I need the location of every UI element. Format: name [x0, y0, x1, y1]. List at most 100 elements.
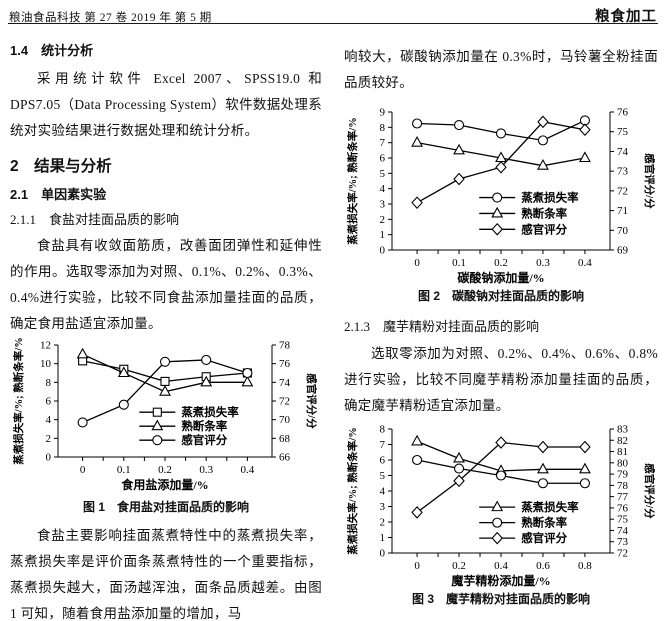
svg-text:74: 74 — [617, 146, 629, 158]
svg-text:81: 81 — [617, 446, 628, 458]
paragraph-konjac-intro: 选取零添加为对照、0.2%、0.4%、0.6%、0.8%进行实验，比较不同魔芋精… — [344, 346, 658, 413]
svg-text:0.3: 0.3 — [536, 257, 550, 269]
svg-text:熟断条率: 熟断条率 — [181, 419, 227, 433]
svg-text:4: 4 — [380, 486, 386, 498]
svg-text:蒸煮损失率: 蒸煮损失率 — [181, 405, 239, 419]
svg-text:66: 66 — [279, 452, 291, 464]
svg-text:0.2: 0.2 — [158, 464, 172, 476]
header-divider — [8, 23, 658, 24]
svg-text:5: 5 — [380, 168, 386, 180]
figure-2-caption: 图 2 碳酸钠对挂面品质的影响 — [417, 289, 584, 303]
svg-text:4: 4 — [46, 414, 52, 426]
svg-text:0.6: 0.6 — [536, 560, 550, 572]
svg-text:74: 74 — [617, 525, 629, 537]
svg-text:2: 2 — [46, 433, 52, 445]
svg-text:6: 6 — [380, 455, 386, 467]
svg-text:7: 7 — [380, 439, 386, 451]
heading-2-1-single-factor: 2.1 单因素实验 — [10, 187, 107, 202]
svg-text:7: 7 — [380, 137, 386, 149]
svg-text:8: 8 — [46, 377, 52, 389]
svg-text:0.4: 0.4 — [494, 560, 508, 572]
svg-text:感官评分: 感官评分 — [181, 433, 227, 447]
figure-2-chart: 0 1 2 3 4 5 6 7 8 9 69 70 71 72 73 74 75 76 0 0.1 0.2 0.3 0.4 碳… — [344, 104, 658, 288]
svg-text:72: 72 — [617, 548, 628, 560]
svg-text:0: 0 — [380, 245, 386, 257]
svg-text:感官评分/分: 感官评分/分 — [643, 463, 656, 519]
svg-text:蒸煮损失率/%; 熟断条率/%: 蒸煮损失率/%; 熟断条率/% — [12, 337, 25, 464]
svg-text:0.4: 0.4 — [241, 464, 255, 476]
svg-text:3: 3 — [380, 501, 386, 513]
svg-text:76: 76 — [617, 107, 629, 119]
svg-text:70: 70 — [279, 414, 291, 426]
paragraph-statistics: 采用统计软件 Excel 2007、SPSS19.0 和 DPS7.05（Dat… — [10, 71, 322, 138]
svg-text:73: 73 — [617, 536, 629, 548]
svg-text:75: 75 — [617, 126, 629, 138]
svg-text:0.4: 0.4 — [578, 257, 592, 269]
svg-text:0.1: 0.1 — [117, 464, 131, 476]
svg-text:0: 0 — [380, 548, 386, 560]
svg-text:0.1: 0.1 — [452, 257, 466, 269]
svg-text:76: 76 — [617, 502, 629, 514]
left-column: 1.4 统计分析 采用统计软件 Excel 2007、SPSS19.0 和 DP… — [10, 36, 322, 621]
svg-text:6: 6 — [46, 396, 52, 408]
heading-2-1-3-konjac: 2.1.3 魔芋精粉对挂面品质的影响 — [344, 319, 540, 334]
svg-text:0.8: 0.8 — [578, 560, 592, 572]
svg-text:5: 5 — [380, 470, 386, 482]
journal-info: 粮油食品科技 第 27 卷 2019 年 第 5 期 — [9, 12, 212, 24]
svg-text:82: 82 — [617, 435, 628, 447]
svg-text:0: 0 — [46, 452, 52, 464]
paragraph-salt-intro: 食盐具有收敛面筋质，改善面团弹性和延伸性的作用。选取零添加为对照、0.1%、0.… — [10, 238, 322, 331]
paragraph-salt-discussion: 食盐主要影响挂面蒸煮特性中的蒸煮损失率，蒸煮损失率是评价面条蒸煮特性的一个重要指… — [10, 528, 322, 621]
svg-text:4: 4 — [380, 183, 386, 195]
figure-3-chart: 0 1 2 3 4 5 6 7 8 72 73 74 75 76 77 78 79 80 81 82 83 0 0.2 0.4… — [344, 421, 658, 591]
svg-text:感官评分/分: 感官评分/分 — [305, 373, 318, 429]
figure-1-caption: 图 1 食用盐对挂面品质的影响 — [82, 500, 249, 514]
svg-text:碳酸钠添加量/%: 碳酸钠添加量/% — [457, 270, 544, 285]
svg-text:78: 78 — [617, 480, 629, 492]
svg-text:72: 72 — [279, 396, 290, 408]
svg-text:3: 3 — [380, 199, 386, 211]
svg-text:0: 0 — [414, 560, 420, 572]
svg-text:0: 0 — [80, 464, 86, 476]
figure-1-chart: 0 2 4 6 8 10 12 66 68 70 72 74 76 78 0 0.1 0.2 0.3 0.4 食用盐添… — [10, 337, 322, 495]
svg-text:2: 2 — [380, 517, 386, 529]
heading-2-results: 2 结果与分析 — [10, 158, 112, 175]
svg-text:1: 1 — [380, 229, 386, 241]
page-header: 粮油食品科技 第 27 卷 2019 年 第 5 期 粮食加工 — [9, 5, 657, 26]
svg-text:79: 79 — [617, 469, 629, 481]
svg-text:80: 80 — [617, 457, 629, 469]
svg-text:蒸煮损失率/%; 熟断条率/%: 蒸煮损失率/%; 熟断条率/% — [346, 117, 359, 244]
svg-text:0.3: 0.3 — [199, 464, 213, 476]
svg-text:75: 75 — [617, 514, 629, 526]
section-label: 粮食加工 — [595, 9, 657, 25]
svg-text:熟断条率: 熟断条率 — [521, 516, 567, 530]
svg-text:8: 8 — [380, 122, 386, 134]
svg-text:6: 6 — [380, 153, 386, 165]
heading-2-1-1-salt: 2.1.1 食盐对挂面品质的影响 — [10, 212, 180, 227]
svg-text:9: 9 — [380, 107, 386, 119]
svg-text:感官评分/分: 感官评分/分 — [643, 153, 656, 209]
figure-3-caption: 图 3 魔芋精粉对挂面品质的影响 — [411, 592, 590, 606]
svg-text:魔芋精粉添加量/%: 魔芋精粉添加量/% — [451, 573, 550, 588]
svg-text:68: 68 — [279, 433, 291, 445]
svg-text:0: 0 — [414, 257, 420, 269]
svg-text:73: 73 — [617, 166, 629, 178]
svg-text:感官评分: 感官评分 — [521, 531, 567, 545]
svg-text:蒸煮损失率: 蒸煮损失率 — [521, 191, 579, 205]
svg-text:78: 78 — [279, 340, 291, 352]
svg-text:8: 8 — [380, 424, 386, 436]
heading-1-4-statistics: 1.4 统计分析 — [10, 43, 94, 58]
svg-text:83: 83 — [617, 424, 629, 436]
svg-text:77: 77 — [617, 491, 629, 503]
svg-text:蒸煮损失率/%; 熟断条率/%: 蒸煮损失率/%; 熟断条率/% — [346, 427, 359, 554]
svg-text:72: 72 — [617, 185, 628, 197]
svg-text:蒸煮损失率: 蒸煮损失率 — [521, 500, 579, 514]
svg-text:熟断条率: 熟断条率 — [521, 206, 567, 220]
svg-text:10: 10 — [40, 358, 52, 370]
svg-text:71: 71 — [617, 205, 628, 217]
paragraph-soda-conclusion: 响较大，碳酸钠添加量在 0.3%时，马铃薯全粉挂面品质较好。 — [344, 49, 658, 90]
svg-text:1: 1 — [380, 532, 386, 544]
svg-text:食用盐添加量/%: 食用盐添加量/% — [120, 477, 208, 492]
